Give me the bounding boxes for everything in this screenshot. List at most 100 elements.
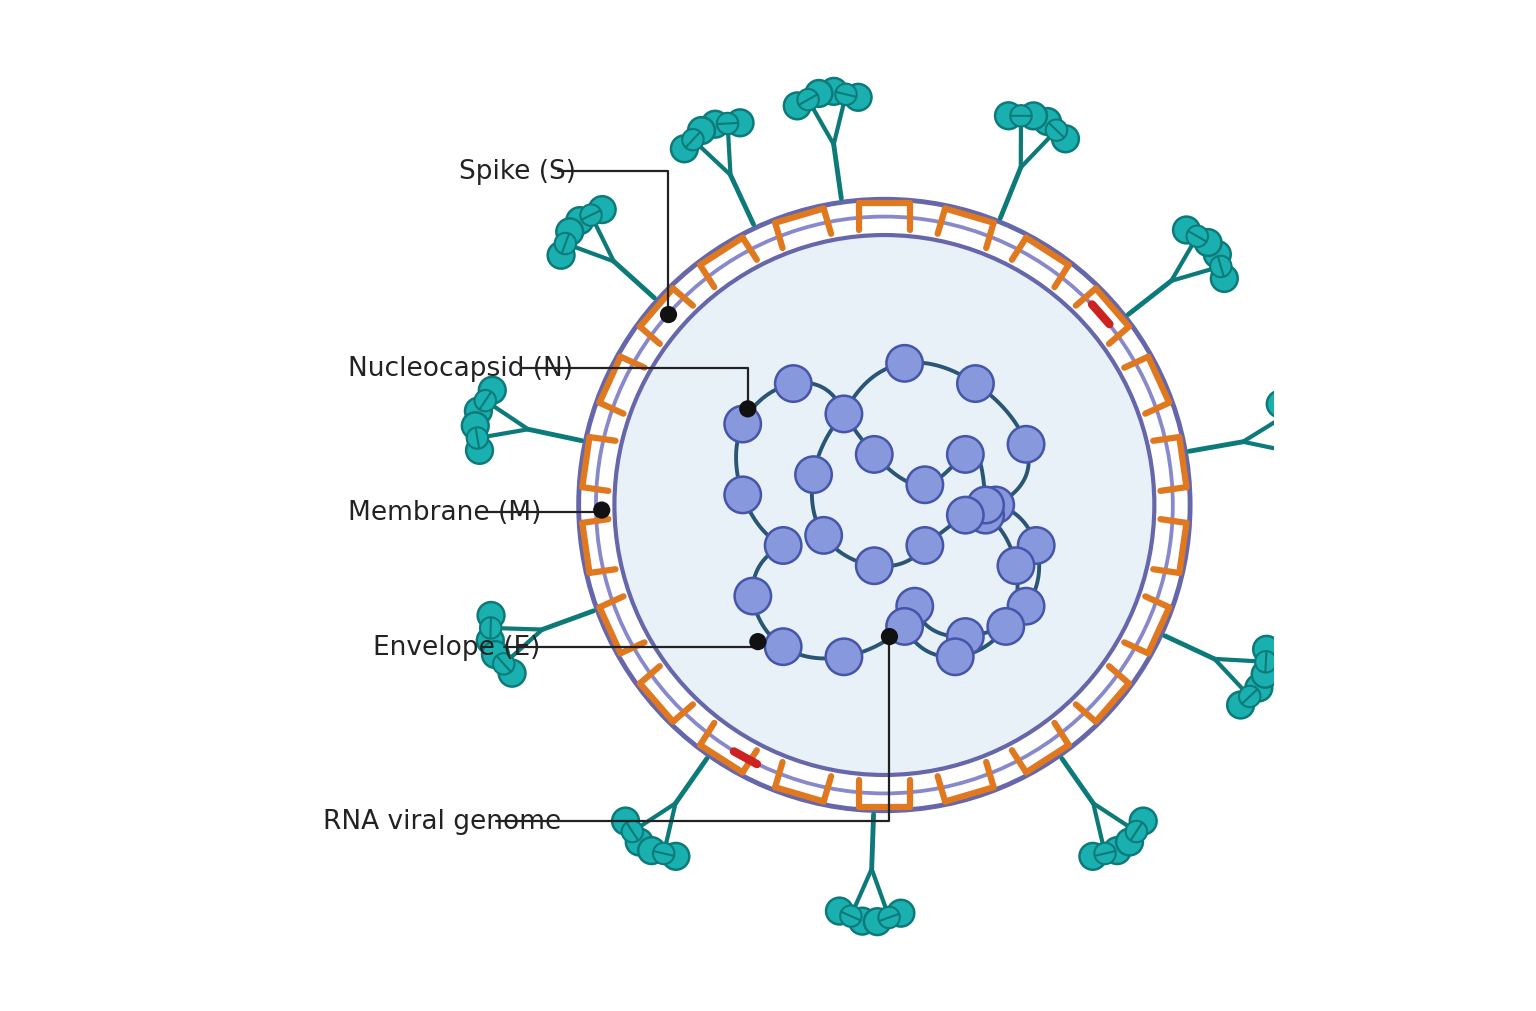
- Circle shape: [948, 497, 983, 534]
- Circle shape: [1253, 636, 1279, 663]
- Circle shape: [765, 629, 802, 665]
- Circle shape: [826, 898, 852, 924]
- Circle shape: [556, 219, 584, 246]
- Circle shape: [476, 628, 504, 654]
- Circle shape: [1240, 686, 1261, 708]
- Circle shape: [1252, 661, 1278, 687]
- Circle shape: [1227, 692, 1253, 719]
- Circle shape: [906, 528, 943, 564]
- Circle shape: [1210, 266, 1238, 292]
- Circle shape: [499, 660, 525, 686]
- Circle shape: [845, 85, 871, 111]
- Circle shape: [725, 477, 760, 514]
- Circle shape: [1187, 226, 1207, 248]
- Circle shape: [1008, 427, 1044, 463]
- Circle shape: [554, 234, 576, 255]
- Circle shape: [717, 113, 739, 135]
- Text: RNA viral genome: RNA viral genome: [323, 808, 561, 834]
- Circle shape: [1094, 843, 1115, 864]
- Circle shape: [1246, 675, 1272, 702]
- Circle shape: [836, 85, 857, 106]
- Circle shape: [968, 487, 1005, 524]
- Circle shape: [988, 609, 1025, 645]
- Circle shape: [475, 390, 496, 411]
- Circle shape: [637, 837, 665, 864]
- Circle shape: [888, 900, 914, 927]
- Circle shape: [465, 438, 493, 464]
- Circle shape: [805, 81, 833, 108]
- Circle shape: [482, 642, 508, 668]
- Text: Nucleocapsid (N): Nucleocapsid (N): [349, 356, 573, 382]
- Circle shape: [622, 821, 644, 842]
- Circle shape: [977, 487, 1014, 524]
- Circle shape: [1267, 391, 1293, 418]
- Circle shape: [856, 437, 892, 473]
- Circle shape: [688, 118, 714, 145]
- Circle shape: [465, 398, 492, 425]
- Circle shape: [1195, 229, 1221, 257]
- Circle shape: [906, 467, 943, 503]
- Circle shape: [1126, 821, 1147, 842]
- Circle shape: [886, 609, 923, 645]
- Circle shape: [548, 243, 574, 269]
- Text: Envelope (E): Envelope (E): [373, 634, 541, 660]
- Circle shape: [493, 653, 515, 675]
- Circle shape: [479, 377, 505, 404]
- Circle shape: [1210, 257, 1232, 278]
- Circle shape: [462, 412, 488, 440]
- Circle shape: [1174, 217, 1200, 244]
- Circle shape: [879, 907, 900, 928]
- Circle shape: [479, 618, 501, 639]
- Circle shape: [1283, 428, 1309, 454]
- Circle shape: [897, 588, 932, 625]
- Circle shape: [1276, 404, 1298, 426]
- Circle shape: [826, 396, 862, 433]
- Circle shape: [588, 197, 616, 223]
- Circle shape: [937, 639, 974, 675]
- Circle shape: [1008, 588, 1044, 625]
- Circle shape: [1278, 452, 1304, 478]
- Circle shape: [702, 111, 728, 139]
- Circle shape: [1018, 528, 1054, 564]
- Circle shape: [856, 548, 892, 584]
- Circle shape: [750, 633, 766, 651]
- Text: Spike (S): Spike (S): [459, 159, 576, 185]
- Circle shape: [613, 808, 639, 835]
- Circle shape: [662, 843, 690, 869]
- Circle shape: [625, 829, 653, 855]
- Circle shape: [593, 502, 610, 520]
- Circle shape: [849, 908, 876, 934]
- Circle shape: [886, 346, 923, 382]
- Circle shape: [739, 401, 756, 419]
- Circle shape: [948, 619, 983, 655]
- Circle shape: [1011, 106, 1032, 127]
- Circle shape: [682, 129, 703, 152]
- Circle shape: [805, 518, 842, 554]
- Circle shape: [776, 366, 811, 402]
- Circle shape: [660, 306, 677, 324]
- Circle shape: [725, 406, 760, 443]
- Circle shape: [1020, 103, 1048, 130]
- Circle shape: [1255, 651, 1276, 673]
- Circle shape: [478, 603, 504, 629]
- Circle shape: [796, 457, 833, 493]
- Circle shape: [1080, 843, 1106, 869]
- Circle shape: [995, 103, 1021, 130]
- Circle shape: [783, 93, 811, 120]
- Circle shape: [820, 79, 848, 105]
- Circle shape: [734, 578, 771, 615]
- Circle shape: [948, 437, 983, 473]
- Circle shape: [1204, 242, 1230, 269]
- Circle shape: [1046, 120, 1068, 142]
- Circle shape: [968, 497, 1005, 534]
- Circle shape: [880, 629, 899, 646]
- Circle shape: [467, 428, 488, 449]
- Circle shape: [840, 906, 862, 927]
- Circle shape: [1052, 126, 1078, 153]
- Circle shape: [957, 366, 994, 402]
- Circle shape: [826, 639, 862, 675]
- Text: Membrane (M): Membrane (M): [349, 499, 541, 526]
- Circle shape: [581, 205, 602, 226]
- Circle shape: [765, 528, 802, 564]
- Circle shape: [616, 237, 1154, 774]
